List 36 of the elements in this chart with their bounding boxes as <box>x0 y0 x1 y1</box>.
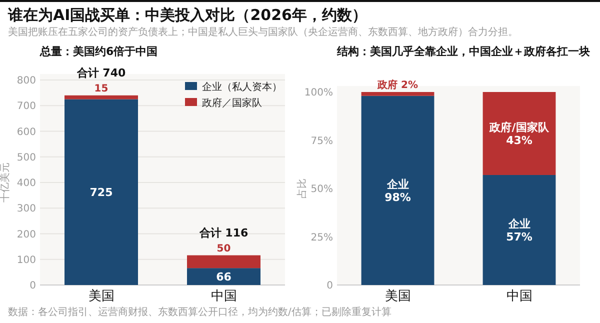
y-tick-label: 0 <box>30 280 36 292</box>
data-label: 725 <box>90 186 113 200</box>
chart-title: 总量：美国约6倍于中国 <box>39 45 158 58</box>
legend-label: 企业（私人资本） <box>202 81 282 93</box>
y-tick-label: 700 <box>16 101 36 112</box>
total-label: 合计 116 <box>198 226 248 240</box>
text: 数据：各公司指引、运营商财报、东数西算公开口径，均为约数/估算；已剔除重复计算 <box>8 306 392 318</box>
x-tick-label: 美国 <box>384 288 411 304</box>
data-label: 企业 98% <box>384 178 411 204</box>
y-tick-label: 500 <box>16 152 36 164</box>
y-tick-label: 800 <box>16 76 36 86</box>
x-tick-label: 美国 <box>88 288 114 304</box>
text: 美国把账压在五家公司的资产负债表上；中国是私人巨头与国家队（央企运营商、东数西算、地方政府）合力分担。 <box>8 26 518 38</box>
x-tick-label: 中国 <box>506 289 532 304</box>
data-label: 政府/国家队 43% <box>488 120 550 148</box>
data-label: 50 <box>216 243 231 254</box>
chart-title: 结构：美国几乎全靠企业，中国企业＋政府各扛一块 <box>336 45 590 58</box>
y-tick-label: 400 <box>16 178 36 189</box>
data-label: 政府 2% <box>376 79 418 91</box>
y-tick-label: 75% <box>310 136 333 147</box>
y-tick-label: 100% <box>304 88 333 98</box>
x-tick-label: 中国 <box>210 289 237 304</box>
data-label: 15 <box>94 83 108 94</box>
data-label: 企业 57% <box>506 217 532 244</box>
y-tick-label: 25% <box>310 232 333 244</box>
y-tick-label: 100 <box>16 254 36 266</box>
y-tick-label: 200 <box>16 229 36 240</box>
y-tick-label: 300 <box>16 204 36 215</box>
y-tick-label: 0 <box>326 280 333 292</box>
y-axis-title: 占比 <box>296 178 308 198</box>
total-label: 合计 740 <box>76 66 126 80</box>
legend-label: 政府／国家队 <box>202 97 262 109</box>
text: 谁在为AI国战买单：中美投入对比（2026年，约数） <box>7 6 367 24</box>
y-tick-label: 600 <box>16 126 36 138</box>
y-tick-label: 50% <box>310 184 333 195</box>
data-label: 66 <box>216 270 232 284</box>
